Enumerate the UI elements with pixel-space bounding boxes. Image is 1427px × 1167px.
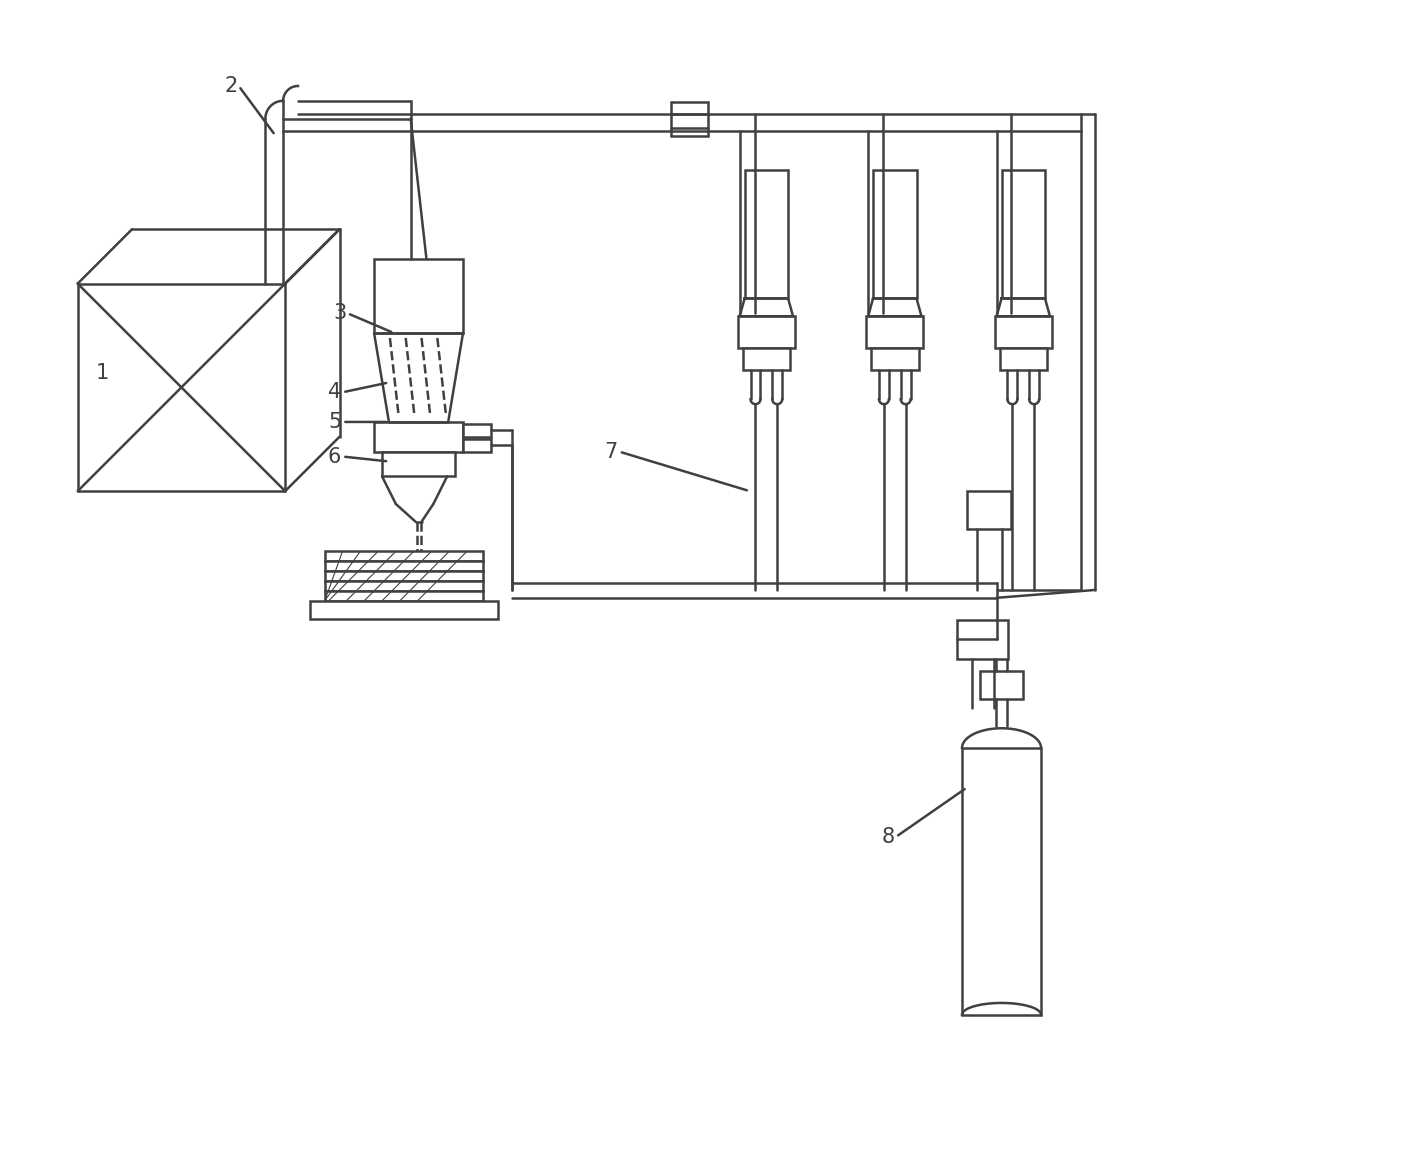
Bar [325, 591, 482, 601]
Text: 8: 8 [882, 827, 895, 847]
Bar [671, 102, 708, 137]
Bar [374, 422, 462, 452]
Bar [1002, 170, 1045, 299]
Bar [980, 671, 1023, 699]
Bar [310, 601, 498, 619]
Bar [968, 491, 1012, 529]
Bar [325, 581, 482, 591]
Bar [962, 748, 1042, 1015]
Bar [382, 452, 455, 476]
Bar [873, 170, 916, 299]
Text: 1: 1 [96, 363, 108, 383]
Bar [999, 348, 1047, 370]
Text: 2: 2 [224, 76, 237, 96]
Bar [866, 316, 923, 348]
Bar [462, 439, 491, 452]
Bar [325, 551, 482, 561]
Bar [745, 170, 788, 299]
Bar [958, 620, 1009, 659]
Bar [870, 348, 919, 370]
Bar [742, 348, 791, 370]
Bar [462, 424, 491, 436]
Bar [325, 561, 482, 571]
Bar [325, 571, 482, 581]
Text: 3: 3 [332, 303, 347, 323]
Bar [738, 316, 795, 348]
Text: 7: 7 [605, 441, 618, 462]
Text: 4: 4 [328, 383, 341, 403]
Text: 5: 5 [328, 412, 341, 432]
Text: 6: 6 [328, 447, 341, 467]
Bar [374, 259, 462, 333]
Bar [995, 316, 1052, 348]
